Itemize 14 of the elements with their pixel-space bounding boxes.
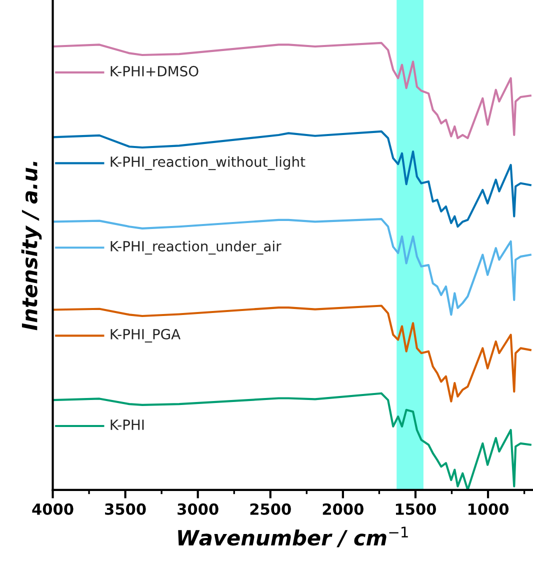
x-tick-label: 2500 — [250, 503, 291, 515]
x-tick-label: 2000 — [322, 503, 364, 515]
x-tick-label: 1500 — [396, 503, 436, 515]
x-tick-label: 3000 — [178, 503, 218, 515]
y-axis-title: Intensity / a.u. — [21, 162, 42, 330]
legend-label: K-PHI_reaction_without_light — [110, 156, 306, 170]
legend-label: K-PHI_PGA — [110, 328, 180, 342]
x-tick-label: 1000 — [468, 503, 509, 515]
legend-label: K-PHI_reaction_under_air — [110, 240, 282, 255]
legend-label: K-PHI+DMSO — [110, 66, 198, 76]
legend-label: K-PHI — [110, 420, 144, 430]
x-tick-label: 4000 — [32, 503, 74, 515]
x-tick-label: 3500 — [105, 503, 146, 515]
x-axis-title: Wavenumber / cm$^{−1}$ — [178, 526, 408, 548]
